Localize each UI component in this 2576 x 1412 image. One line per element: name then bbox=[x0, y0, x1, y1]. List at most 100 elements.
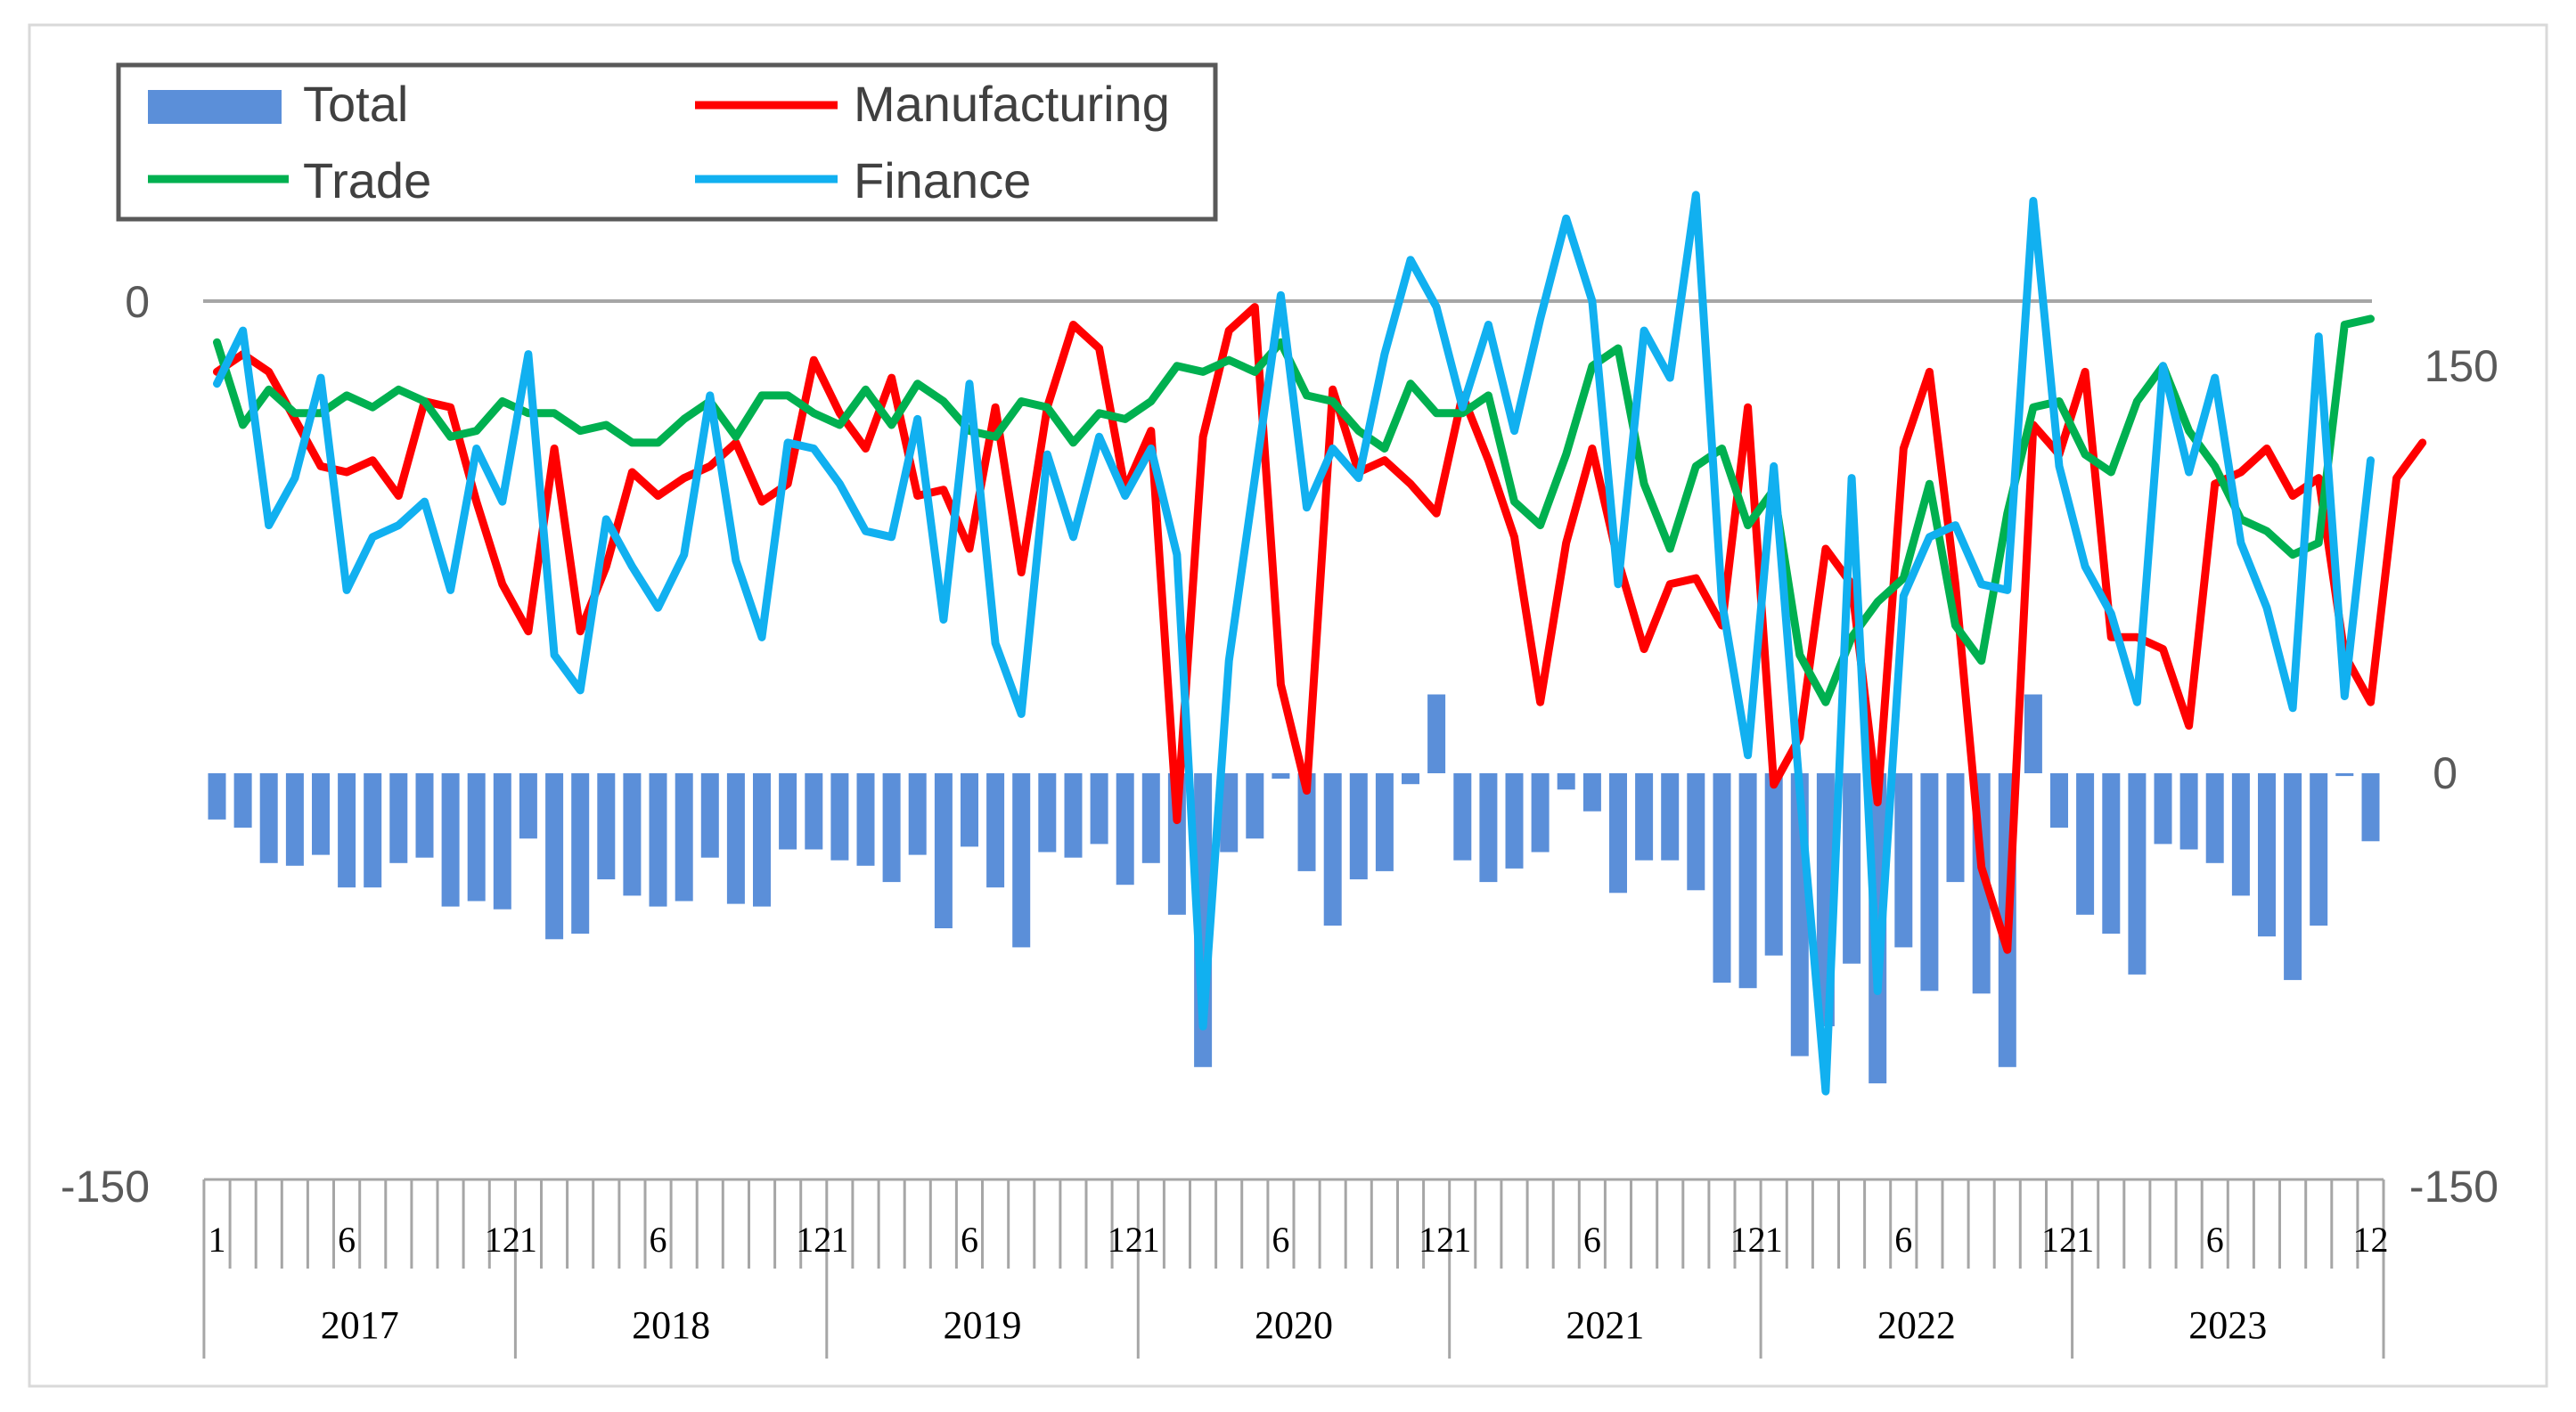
total-bar bbox=[1012, 773, 1031, 948]
x-year-label: 2020 bbox=[1255, 1303, 1333, 1347]
total-bar bbox=[1220, 773, 1239, 853]
total-bar bbox=[441, 773, 460, 907]
total-bar bbox=[1920, 773, 1939, 992]
total-bar bbox=[1531, 773, 1550, 853]
total-bar bbox=[1764, 773, 1783, 956]
total-bar bbox=[986, 773, 1005, 888]
total-bar bbox=[1038, 773, 1057, 853]
total-bar bbox=[1557, 773, 1575, 790]
total-bar bbox=[805, 773, 823, 850]
total-bar bbox=[389, 773, 408, 863]
legend-label-manufacturing: Manufacturing bbox=[854, 76, 1170, 132]
total-bar bbox=[2284, 773, 2302, 981]
axes: 0 -150 150 0 -150 bbox=[61, 277, 2498, 1212]
total-bar bbox=[1713, 773, 1731, 984]
total-bar bbox=[700, 773, 719, 858]
right-tick-0: 0 bbox=[2433, 748, 2457, 798]
x-month-label: 12 bbox=[2353, 1220, 2389, 1260]
total-bars bbox=[208, 694, 2380, 1084]
total-bar bbox=[2258, 773, 2276, 937]
total-bar bbox=[753, 773, 771, 907]
legend: Total Manufacturing Trade Finance bbox=[116, 62, 1218, 222]
total-bar bbox=[1402, 773, 1419, 785]
total-bar bbox=[675, 773, 693, 902]
legend-swatch-total bbox=[148, 90, 282, 124]
x-month-label: 6 bbox=[650, 1220, 667, 1260]
x-month-label: 12 bbox=[485, 1220, 520, 1260]
total-bar bbox=[597, 773, 616, 880]
right-tick-minus-150: -150 bbox=[2409, 1162, 2498, 1212]
total-bar bbox=[338, 773, 356, 888]
x-month-label: 1 bbox=[1765, 1220, 1783, 1260]
total-bar bbox=[1609, 773, 1627, 894]
total-bar bbox=[856, 773, 875, 866]
x-month-label: 12 bbox=[1419, 1220, 1454, 1260]
x-month-label: 1 bbox=[830, 1220, 848, 1260]
total-bar bbox=[364, 773, 382, 888]
x-month-label: 12 bbox=[2041, 1220, 2077, 1260]
total-bar bbox=[519, 773, 537, 839]
total-bar bbox=[2179, 773, 2198, 850]
total-bar bbox=[233, 773, 252, 828]
x-month-label: 12 bbox=[1108, 1220, 1143, 1260]
total-bar bbox=[1090, 773, 1108, 845]
total-bar bbox=[1323, 773, 1342, 926]
total-bar bbox=[1582, 773, 1601, 812]
total-bar bbox=[908, 773, 927, 855]
series-line-finance bbox=[213, 191, 2375, 1096]
total-bar bbox=[779, 773, 797, 850]
total-bar bbox=[961, 773, 978, 847]
total-bar bbox=[312, 773, 330, 855]
total-bar bbox=[2076, 773, 2095, 915]
total-bar bbox=[2050, 773, 2068, 828]
total-bar bbox=[1427, 694, 1446, 773]
x-month-label: 6 bbox=[961, 1220, 978, 1260]
x-year-label: 2022 bbox=[1877, 1303, 1956, 1347]
total-bar bbox=[493, 773, 511, 910]
x-month-label: 12 bbox=[1730, 1220, 1766, 1260]
total-bar bbox=[1843, 773, 1861, 964]
legend-box bbox=[116, 62, 1218, 222]
x-month-label: 6 bbox=[1272, 1220, 1289, 1260]
x-month-label: 6 bbox=[2206, 1220, 2224, 1260]
x-month-label: 1 bbox=[1142, 1220, 1160, 1260]
total-bar bbox=[1272, 773, 1290, 779]
total-bar bbox=[2128, 773, 2147, 975]
x-month-label: 1 bbox=[1453, 1220, 1471, 1260]
legend-label-trade: Trade bbox=[303, 152, 431, 208]
total-bar bbox=[1946, 773, 1965, 883]
x-month-label: 6 bbox=[338, 1220, 356, 1260]
total-bar bbox=[2024, 694, 2042, 773]
total-bar bbox=[1894, 773, 1913, 948]
total-bar bbox=[934, 773, 953, 928]
total-bar bbox=[2231, 773, 2250, 896]
total-bar bbox=[2310, 773, 2328, 926]
legend-label-finance: Finance bbox=[854, 152, 1031, 208]
x-year-label: 2019 bbox=[944, 1303, 1022, 1347]
total-bar bbox=[2335, 773, 2354, 777]
total-bar bbox=[467, 773, 486, 902]
total-bar bbox=[1687, 773, 1705, 891]
line-series bbox=[213, 191, 2427, 1096]
total-bar bbox=[649, 773, 667, 907]
x-year-label: 2021 bbox=[1566, 1303, 1644, 1347]
total-bar bbox=[1505, 773, 1524, 869]
total-bar bbox=[545, 773, 564, 940]
right-tick-150: 150 bbox=[2425, 341, 2498, 391]
total-bar bbox=[1116, 773, 1134, 886]
total-bar bbox=[1064, 773, 1083, 858]
total-bar bbox=[2361, 773, 2380, 842]
total-bar bbox=[259, 773, 278, 863]
total-bar bbox=[285, 773, 304, 866]
total-bar bbox=[1479, 773, 1498, 883]
x-month-label: 12 bbox=[796, 1220, 831, 1260]
total-bar bbox=[1297, 773, 1316, 871]
x-month-label: 6 bbox=[1894, 1220, 1912, 1260]
total-bar bbox=[2154, 773, 2172, 845]
total-bar bbox=[2102, 773, 2121, 935]
total-bar bbox=[415, 773, 434, 858]
total-bar bbox=[1635, 773, 1654, 861]
legend-label-total: Total bbox=[303, 76, 408, 132]
